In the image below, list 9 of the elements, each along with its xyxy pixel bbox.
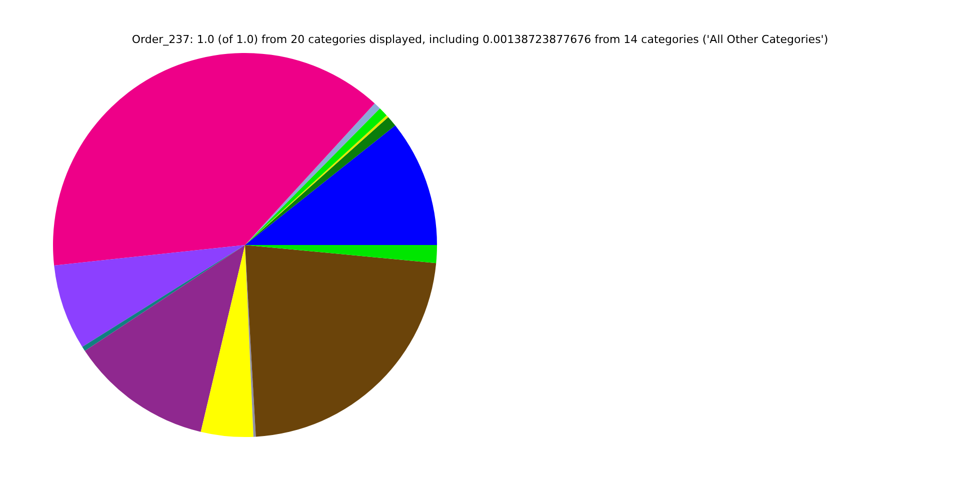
pie-slice (245, 245, 437, 264)
pie-slice (200, 245, 254, 437)
pie-slice (245, 125, 437, 245)
pie-slice (84, 245, 245, 432)
pie-slice (82, 245, 245, 351)
pie-slice (53, 53, 375, 266)
text: Order_237: 1.0 (of 1.0) from 20 categories displayed, including 0.00138723877676 from 14 categories ('All Other Categories') (130, 33, 830, 46)
pie-slice (245, 245, 436, 437)
pie-slice (54, 245, 245, 347)
